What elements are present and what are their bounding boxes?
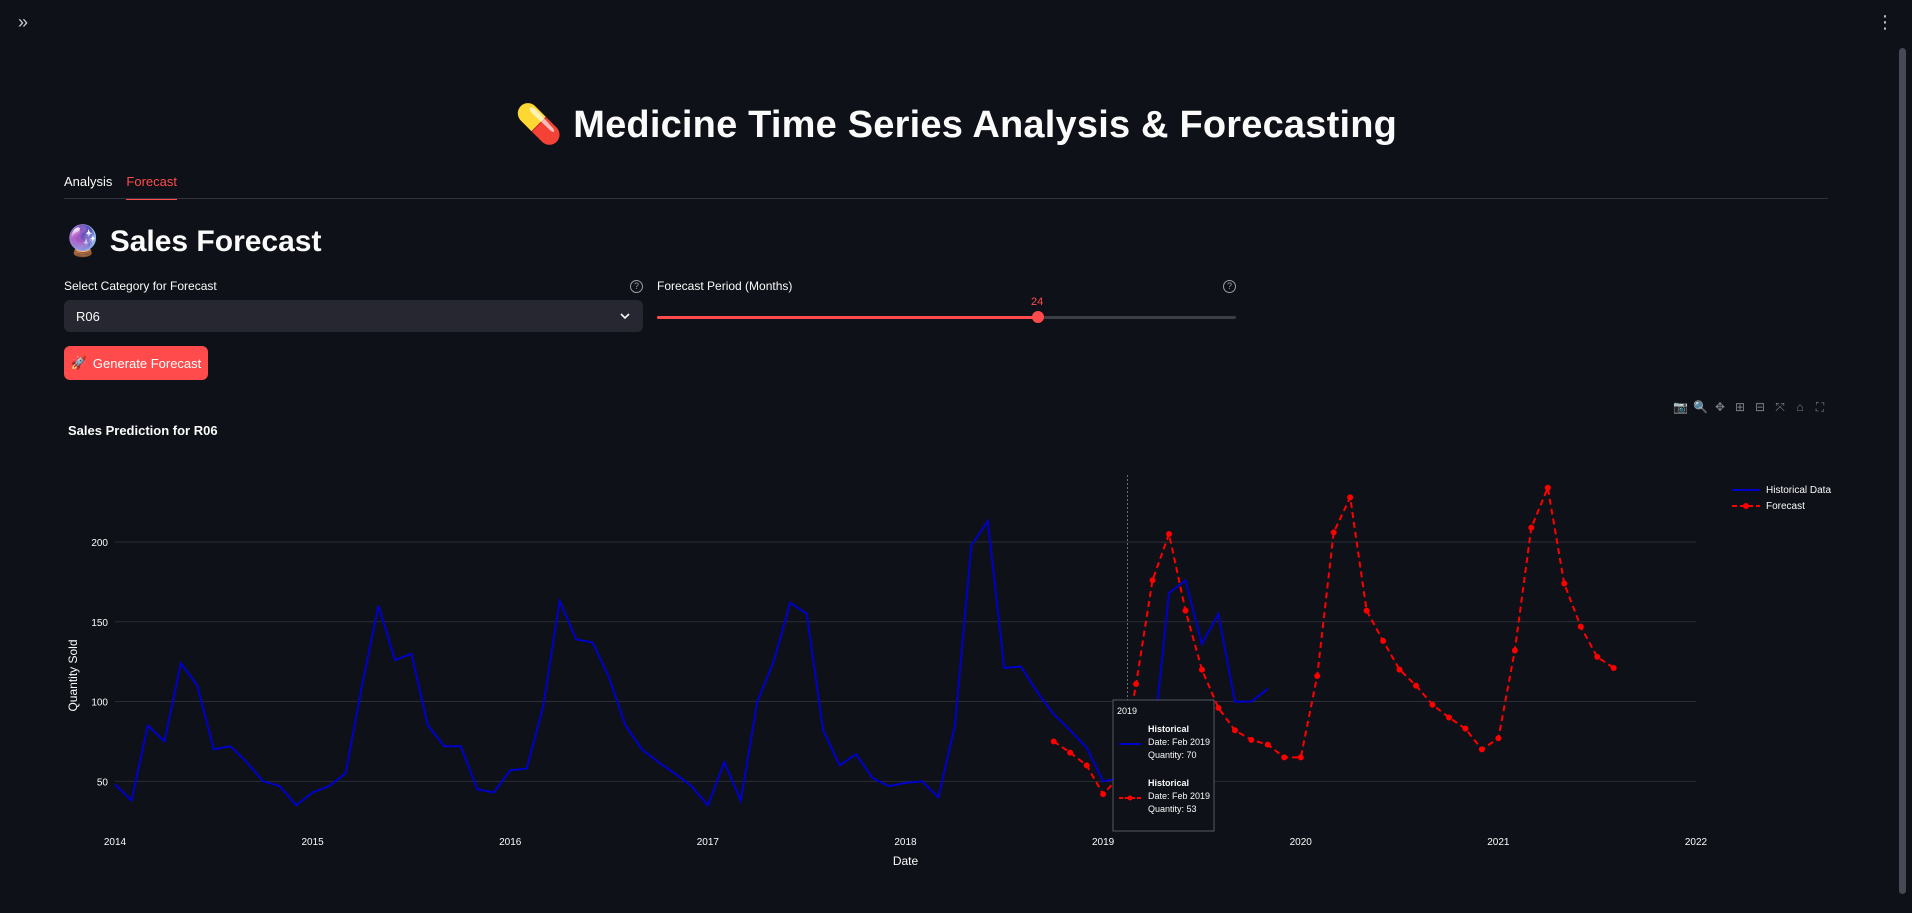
home-icon[interactable]: ⌂ — [1796, 400, 1804, 414]
legend-label-forecast: Forecast — [1766, 500, 1805, 512]
generate-forecast-button[interactable]: 🚀 Generate Forecast — [64, 346, 208, 380]
hover-quantity: Quantity: 53 — [1148, 804, 1197, 814]
period-slider-value: 24 — [1030, 296, 1044, 308]
camera-icon[interactable]: 📷 — [1673, 400, 1688, 414]
forecast-point[interactable] — [1050, 738, 1057, 745]
forecast-point[interactable] — [1198, 666, 1205, 673]
forecast-point[interactable] — [1347, 494, 1354, 501]
autoscale-icon[interactable]: ⤧ — [1775, 400, 1785, 414]
y-axis-title: Quantity Sold — [66, 639, 80, 711]
generate-forecast-label: Generate Forecast — [92, 355, 202, 371]
forecast-point[interactable] — [1100, 791, 1107, 798]
chart-legend: Historical Data Forecast — [1732, 482, 1831, 514]
period-label: Forecast Period (Months) — [657, 279, 793, 293]
hover-quantity: Quantity: 70 — [1148, 750, 1197, 760]
sidebar-expand-button[interactable]: » — [18, 12, 29, 32]
forecast-point[interactable] — [1462, 725, 1469, 732]
forecast-point[interactable] — [1528, 524, 1535, 531]
period-help-icon[interactable]: ? — [1223, 280, 1236, 293]
forecast-point[interactable] — [1610, 665, 1617, 672]
forecast-point[interactable] — [1281, 754, 1288, 761]
forecast-point[interactable] — [1297, 754, 1304, 761]
forecast-point[interactable] — [1445, 714, 1452, 721]
forecast-point[interactable] — [1511, 647, 1518, 654]
forecast-point[interactable] — [1330, 529, 1337, 536]
zoom-out-icon[interactable]: ⊟ — [1754, 400, 1766, 414]
forecast-point[interactable] — [1149, 577, 1156, 584]
forecast-point[interactable] — [1380, 637, 1387, 644]
forecast-point[interactable] — [1396, 666, 1403, 673]
x-tick-label: 2014 — [104, 837, 127, 848]
y-tick-label: 150 — [91, 618, 108, 629]
x-tick-label: 2018 — [894, 837, 917, 848]
tab-divider — [64, 198, 1828, 199]
page-scrollbar[interactable] — [1899, 48, 1906, 894]
forecast-point[interactable] — [1544, 484, 1551, 491]
historical-series-line — [114, 518, 1269, 808]
x-tick-label: 2022 — [1685, 837, 1708, 848]
forecast-point[interactable] — [1248, 736, 1255, 743]
forecast-point[interactable] — [1231, 727, 1238, 734]
hover-series-name: Historical — [1148, 778, 1189, 788]
forecast-point[interactable] — [1594, 653, 1601, 660]
hover-date: Date: Feb 2019 — [1148, 791, 1210, 801]
forecast-point[interactable] — [1495, 735, 1502, 742]
zoom-in-icon[interactable]: ⊞ — [1734, 400, 1746, 414]
hover-swatch-marker — [1127, 795, 1133, 801]
forecast-point[interactable] — [1182, 607, 1189, 614]
hover-x-label: 2019 — [1117, 706, 1137, 716]
hover-date: Date: Feb 2019 — [1148, 737, 1210, 747]
category-select[interactable]: R06 — [64, 300, 643, 332]
forecast-point[interactable] — [1314, 673, 1321, 680]
y-tick-label: 50 — [97, 777, 109, 788]
forecast-point[interactable] — [1363, 607, 1370, 614]
x-tick-label: 2016 — [499, 837, 522, 848]
y-tick-label: 100 — [91, 698, 108, 709]
category-label: Select Category for Forecast — [64, 279, 217, 293]
period-slider-fill — [657, 316, 1038, 319]
x-axis-title: Date — [893, 854, 919, 868]
forecast-point[interactable] — [1264, 741, 1271, 748]
chart-modebar: 📷 🔍 ✥ ⊞ ⊟ ⤧ ⌂ ⛶ — [1673, 400, 1827, 415]
tab-forecast[interactable]: Forecast — [126, 174, 177, 200]
hover-tooltip — [1112, 699, 1215, 832]
fullscreen-icon[interactable]: ⛶ — [1815, 400, 1825, 414]
zoom-icon[interactable]: 🔍 — [1693, 400, 1708, 414]
rocket-icon: 🚀 — [70, 355, 87, 370]
chart-title: Sales Prediction for R06 — [68, 423, 218, 438]
x-tick-label: 2017 — [697, 837, 720, 848]
legend-item-forecast[interactable]: Forecast — [1732, 498, 1831, 514]
forecast-point[interactable] — [1413, 682, 1420, 689]
section-title: 🔮 Sales Forecast — [64, 225, 322, 258]
forecast-point[interactable] — [1083, 762, 1090, 769]
category-selected-value: R06 — [76, 308, 100, 324]
tab-analysis[interactable]: Analysis — [64, 174, 113, 189]
pan-icon[interactable]: ✥ — [1714, 400, 1726, 414]
main-menu-button[interactable]: ⋮ — [1876, 12, 1894, 32]
chevron-down-icon — [620, 313, 630, 320]
forecast-point[interactable] — [1166, 531, 1172, 538]
x-tick-label: 2020 — [1290, 837, 1313, 848]
x-tick-label: 2015 — [302, 837, 325, 848]
forecast-point[interactable] — [1577, 623, 1584, 630]
forecast-point[interactable] — [1067, 749, 1074, 756]
forecast-point[interactable] — [1561, 580, 1568, 587]
legend-label-historical: Historical Data — [1766, 484, 1832, 496]
hover-series-name: Historical — [1148, 724, 1189, 734]
forecast-point[interactable] — [1215, 704, 1222, 711]
category-help-icon[interactable]: ? — [630, 280, 643, 293]
forecast-point[interactable] — [1478, 746, 1485, 753]
forecast-point[interactable] — [1429, 701, 1436, 708]
tab-bar: Analysis Forecast — [64, 174, 177, 200]
page-title: 💊 Medicine Time Series Analysis & Foreca… — [514, 104, 1398, 146]
x-tick-label: 2019 — [1092, 837, 1115, 848]
legend-item-historical[interactable]: Historical Data — [1732, 482, 1831, 498]
forecast-point[interactable] — [1133, 681, 1140, 688]
period-slider-thumb[interactable] — [1031, 311, 1044, 323]
y-tick-label: 200 — [91, 538, 108, 549]
x-tick-label: 2021 — [1487, 837, 1510, 848]
forecast-series-line — [1053, 484, 1615, 796]
